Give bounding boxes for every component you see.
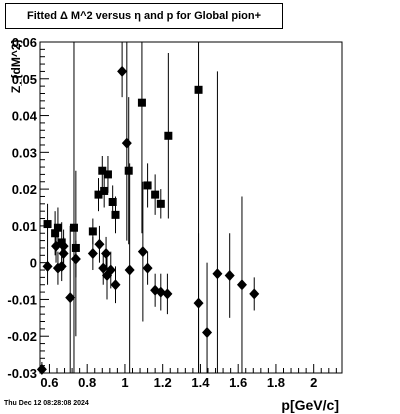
x-axis-label: p[GeV/c]	[281, 397, 339, 413]
y-axis-label: Z_{dM^2}	[9, 38, 23, 93]
diamond-point	[117, 65, 128, 77]
diamond-point	[162, 288, 173, 300]
square-point	[156, 199, 165, 208]
diamond-point	[51, 240, 62, 252]
y-tick-label: -0.01	[7, 292, 37, 307]
y-tick-label: 0.02	[12, 182, 37, 197]
diamond-point	[142, 262, 153, 274]
square-point	[43, 220, 52, 229]
square-point	[57, 238, 66, 247]
square-point	[88, 227, 97, 236]
square-point	[94, 190, 103, 199]
square-point	[194, 85, 203, 94]
square-point	[108, 197, 117, 206]
diamond-point	[94, 238, 105, 250]
square-point	[111, 210, 120, 219]
diamond-point	[249, 288, 260, 300]
x-tick-label: 0.6	[40, 375, 58, 390]
diamond-point	[224, 270, 235, 282]
y-tick-label: 0.03	[12, 145, 37, 160]
square-point	[137, 98, 146, 107]
diamond-point	[236, 279, 247, 291]
square-point	[143, 181, 152, 190]
x-tick-label: 1.8	[267, 375, 285, 390]
diamond-point	[87, 247, 98, 259]
diamond-point	[110, 279, 121, 291]
x-tick-label: 1.4	[191, 375, 210, 390]
y-tick-label: 0.06	[12, 35, 37, 50]
diamond-point	[42, 260, 53, 272]
diamond-point	[212, 268, 223, 280]
diamond-point	[105, 264, 116, 276]
diamond-point	[70, 253, 81, 265]
x-tick-label: 1	[121, 375, 128, 390]
chart-title: Fitted Δ M^2 versus η and p for Global p…	[26, 10, 262, 22]
diamond-point	[193, 297, 204, 309]
diamond-point	[58, 247, 69, 259]
y-tick-label: 0.05	[12, 72, 37, 87]
square-point	[100, 186, 109, 195]
y-tick-label: -0.02	[7, 329, 37, 344]
y-tick-label: 0.01	[12, 219, 37, 234]
x-tick-label: 0.8	[78, 375, 96, 390]
square-point	[151, 190, 160, 199]
y-tick-label: 0.04	[12, 109, 38, 124]
diamond-point	[65, 292, 76, 304]
diamond-point	[98, 262, 109, 274]
x-tick-label: 1.2	[154, 375, 172, 390]
x-tick-label: 1.6	[229, 375, 247, 390]
square-point	[53, 223, 62, 232]
diamond-point	[58, 240, 69, 252]
diamond-point	[56, 260, 67, 272]
title-box: Fitted Δ M^2 versus η and p for Global p…	[5, 3, 283, 29]
square-point	[69, 223, 78, 232]
square-point	[124, 166, 133, 175]
y-tick-label: 0	[30, 256, 37, 271]
diamond-point	[124, 264, 135, 276]
square-point	[71, 243, 80, 252]
x-tick-label: 2	[310, 375, 317, 390]
diamond-point	[137, 246, 148, 258]
square-point	[103, 170, 112, 179]
y-tick-label: -0.03	[7, 366, 37, 381]
diamond-point	[202, 327, 213, 339]
plot-frame	[39, 41, 343, 374]
square-point	[164, 131, 173, 140]
square-point	[51, 229, 60, 238]
diamond-point	[101, 247, 112, 259]
timestamp: Thu Dec 12 08:28:08 2024	[4, 400, 89, 407]
diamond-point	[121, 137, 132, 149]
square-point	[98, 166, 107, 175]
